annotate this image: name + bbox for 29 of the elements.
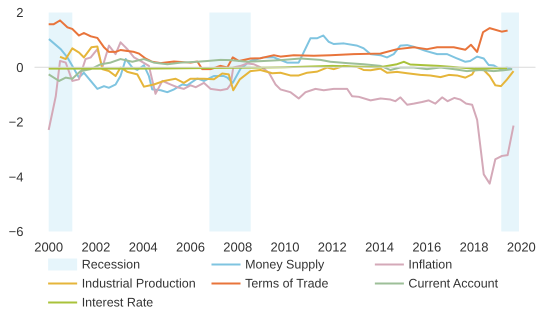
x-tick-label: 2006 xyxy=(176,240,205,254)
x-tick-label: 2016 xyxy=(412,240,442,254)
line-series xyxy=(48,41,515,185)
x-tick-label: 2014 xyxy=(365,240,394,254)
y-tick-label: 0 xyxy=(16,60,24,75)
x-tick-label: 2000 xyxy=(34,240,64,254)
x-tick-label: 2012 xyxy=(318,240,347,254)
legend-label: Inflation xyxy=(408,258,452,272)
legend-label: Interest Rate xyxy=(82,296,154,310)
y-tick-label: −2 xyxy=(8,114,24,130)
line-series xyxy=(48,34,514,94)
x-tick-label: 2018 xyxy=(460,240,489,254)
x-tick-label: 2008 xyxy=(223,240,252,254)
line-series xyxy=(48,19,509,70)
line-series xyxy=(48,57,514,82)
legend-label: Current Account xyxy=(408,276,499,290)
legend-label: Industrial Production xyxy=(82,276,196,290)
x-tick-label: 2002 xyxy=(81,240,110,254)
x-tick-label: 2020 xyxy=(506,240,536,254)
x-tick-label: 2004 xyxy=(128,240,158,254)
line-series xyxy=(48,60,508,70)
x-tick-label: 2010 xyxy=(270,240,300,254)
y-tick-label: −4 xyxy=(8,169,24,184)
legend-label: Recession xyxy=(82,258,140,272)
line-series xyxy=(59,45,515,92)
y-tick-label: 2 xyxy=(16,5,24,20)
legend-label: Terms of Trade xyxy=(245,276,328,290)
legend-label: Money Supply xyxy=(245,258,326,272)
y-tick-label: −6 xyxy=(8,224,24,239)
